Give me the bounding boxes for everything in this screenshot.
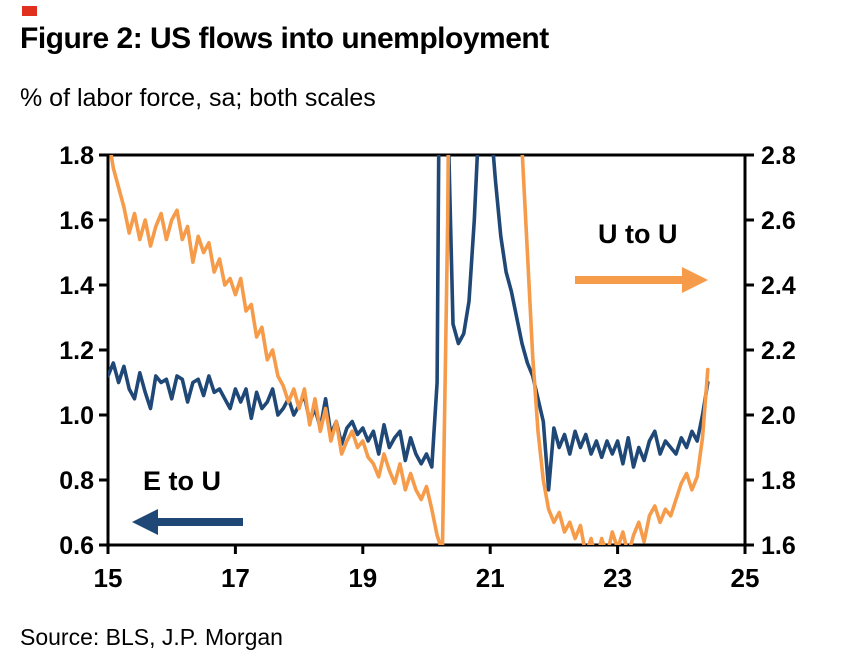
x-tick-label: 15 [94, 563, 123, 593]
x-tick-label: 25 [731, 563, 760, 593]
figure-subtitle: % of labor force, sa; both scales [20, 84, 376, 112]
right-tick-label: 2.0 [761, 402, 796, 430]
figure-title: Figure 2: US flows into unemployment [20, 22, 549, 55]
right-tick-label: 2.8 [761, 142, 796, 170]
red-accent-mark [22, 6, 37, 16]
source-note: Source: BLS, J.P. Morgan [20, 624, 283, 650]
left-tick-label: 1.6 [59, 207, 94, 235]
right-tick-label: 2.6 [761, 207, 796, 235]
x-tick-label: 19 [348, 563, 377, 593]
left-tick-label: 0.6 [59, 532, 94, 560]
annotation-label-e-to-u: E to U [143, 466, 221, 496]
annotation-label-u-to-u: U to U [598, 219, 677, 249]
series-line-u-to-u [109, 155, 710, 545]
right-tick-label: 2.2 [761, 337, 796, 365]
x-tick-label: 17 [221, 563, 250, 593]
left-tick-label: 1.8 [59, 142, 94, 170]
x-tick-label: 21 [476, 563, 505, 593]
right-tick-label: 1.8 [761, 467, 796, 495]
series-line-e-to-u [108, 155, 710, 492]
left-tick-label: 1.4 [59, 272, 94, 300]
right-tick-label: 1.6 [761, 532, 796, 560]
x-tick-label: 23 [603, 563, 632, 593]
arrow-head-left-icon [132, 509, 158, 535]
left-tick-label: 1.2 [59, 337, 94, 365]
left-tick-label: 1.0 [59, 402, 94, 430]
arrow-head-right-icon [682, 267, 708, 293]
right-tick-label: 2.4 [761, 272, 796, 300]
left-tick-label: 0.8 [59, 467, 94, 495]
